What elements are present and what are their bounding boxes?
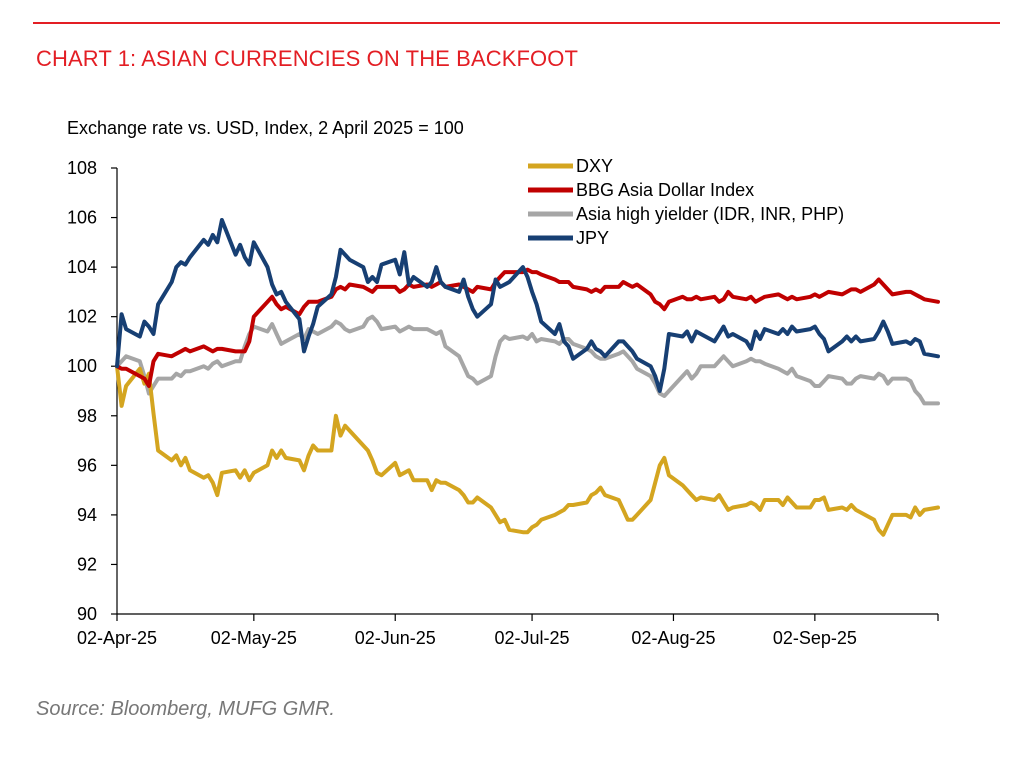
chart-title: CHART 1: ASIAN CURRENCIES ON THE BACKFOO…	[36, 46, 578, 71]
y-tick-label: 90	[77, 604, 97, 624]
plot-lines	[115, 218, 940, 537]
source-note: Source: Bloomberg, MUFG GMR.	[36, 698, 335, 720]
series-line-dxy	[115, 364, 940, 537]
legend-label: Asia high yielder (IDR, INR, PHP)	[576, 204, 844, 224]
y-tick-label: 100	[67, 356, 97, 376]
x-tick-label: 02-Apr-25	[77, 628, 157, 648]
legend-label: DXY	[576, 156, 613, 176]
series-line-jpy	[115, 218, 940, 393]
y-tick-label: 94	[77, 505, 97, 525]
top-rule	[33, 22, 1000, 24]
x-tick-label: 02-Jul-25	[495, 628, 570, 648]
y-tick-label: 92	[77, 554, 97, 574]
y-tick-label: 106	[67, 208, 97, 228]
y-tick-label: 102	[67, 307, 97, 327]
chart-subtitle: Exchange rate vs. USD, Index, 2 April 20…	[67, 118, 464, 138]
x-tick-label: 02-Sep-25	[773, 628, 857, 648]
x-tick-label: 02-May-25	[211, 628, 297, 648]
series-line-bbg-asia-dollar-index	[115, 267, 940, 388]
legend: DXY BBG Asia Dollar Index Asia high yielde…	[528, 156, 844, 248]
y-tick-label: 98	[77, 406, 97, 426]
y-axis: 90 92 94 96 98 100 102 104 106 108	[67, 158, 118, 624]
legend-label: JPY	[576, 228, 609, 248]
y-tick-label: 96	[77, 455, 97, 475]
x-tick-label: 02-Jun-25	[355, 628, 436, 648]
x-axis: 02-Apr-25 02-May-25 02-Jun-25 02-Jul-25 02-A…	[77, 613, 939, 648]
legend-label: BBG Asia Dollar Index	[576, 180, 754, 200]
x-tick-label: 02-Aug-25	[631, 628, 715, 648]
y-tick-label: 104	[67, 257, 97, 277]
y-tick-label: 108	[67, 158, 97, 178]
